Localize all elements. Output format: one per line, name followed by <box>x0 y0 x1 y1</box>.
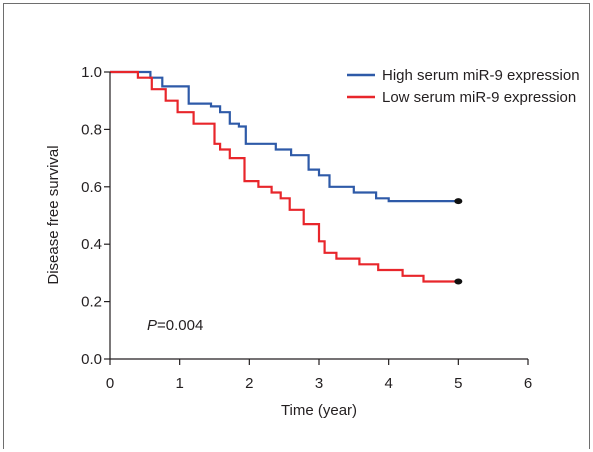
survival-curve-high <box>110 70 459 203</box>
p-value-annotation: P=0.004 <box>147 317 203 334</box>
x-tick-label: 0 <box>106 375 114 392</box>
y-tick-label: 1.0 <box>81 64 102 81</box>
y-tick-label: 0.2 <box>81 294 102 311</box>
p-value-text: =0.004 <box>157 317 203 334</box>
censor-marker <box>454 278 463 285</box>
y-tick-label: 0.6 <box>81 179 102 196</box>
p-value-symbol: P <box>147 317 157 334</box>
x-tick-label: 2 <box>245 375 253 392</box>
censor-marker <box>454 198 463 205</box>
legend: High serum miR-9 expression Low serum mi… <box>347 67 580 106</box>
figure-frame <box>3 3 590 449</box>
y-tick-label: 0.8 <box>81 121 102 138</box>
x-axis-label: Time (year) <box>281 402 357 419</box>
x-tick-label: 4 <box>384 375 392 392</box>
y-axis-label: Disease free survival <box>45 145 62 284</box>
x-tick-label: 6 <box>524 375 532 392</box>
x-tick-label: 5 <box>454 375 462 392</box>
survival-curve-low <box>110 70 459 283</box>
y-tick-label: 0.0 <box>81 351 102 368</box>
x-tick-label: 3 <box>315 375 323 392</box>
x-tick-label: 1 <box>175 375 183 392</box>
legend-label-high: High serum miR-9 expression <box>382 67 580 84</box>
y-tick-label: 0.4 <box>81 236 102 253</box>
legend-label-low: Low serum miR-9 expression <box>382 89 576 106</box>
